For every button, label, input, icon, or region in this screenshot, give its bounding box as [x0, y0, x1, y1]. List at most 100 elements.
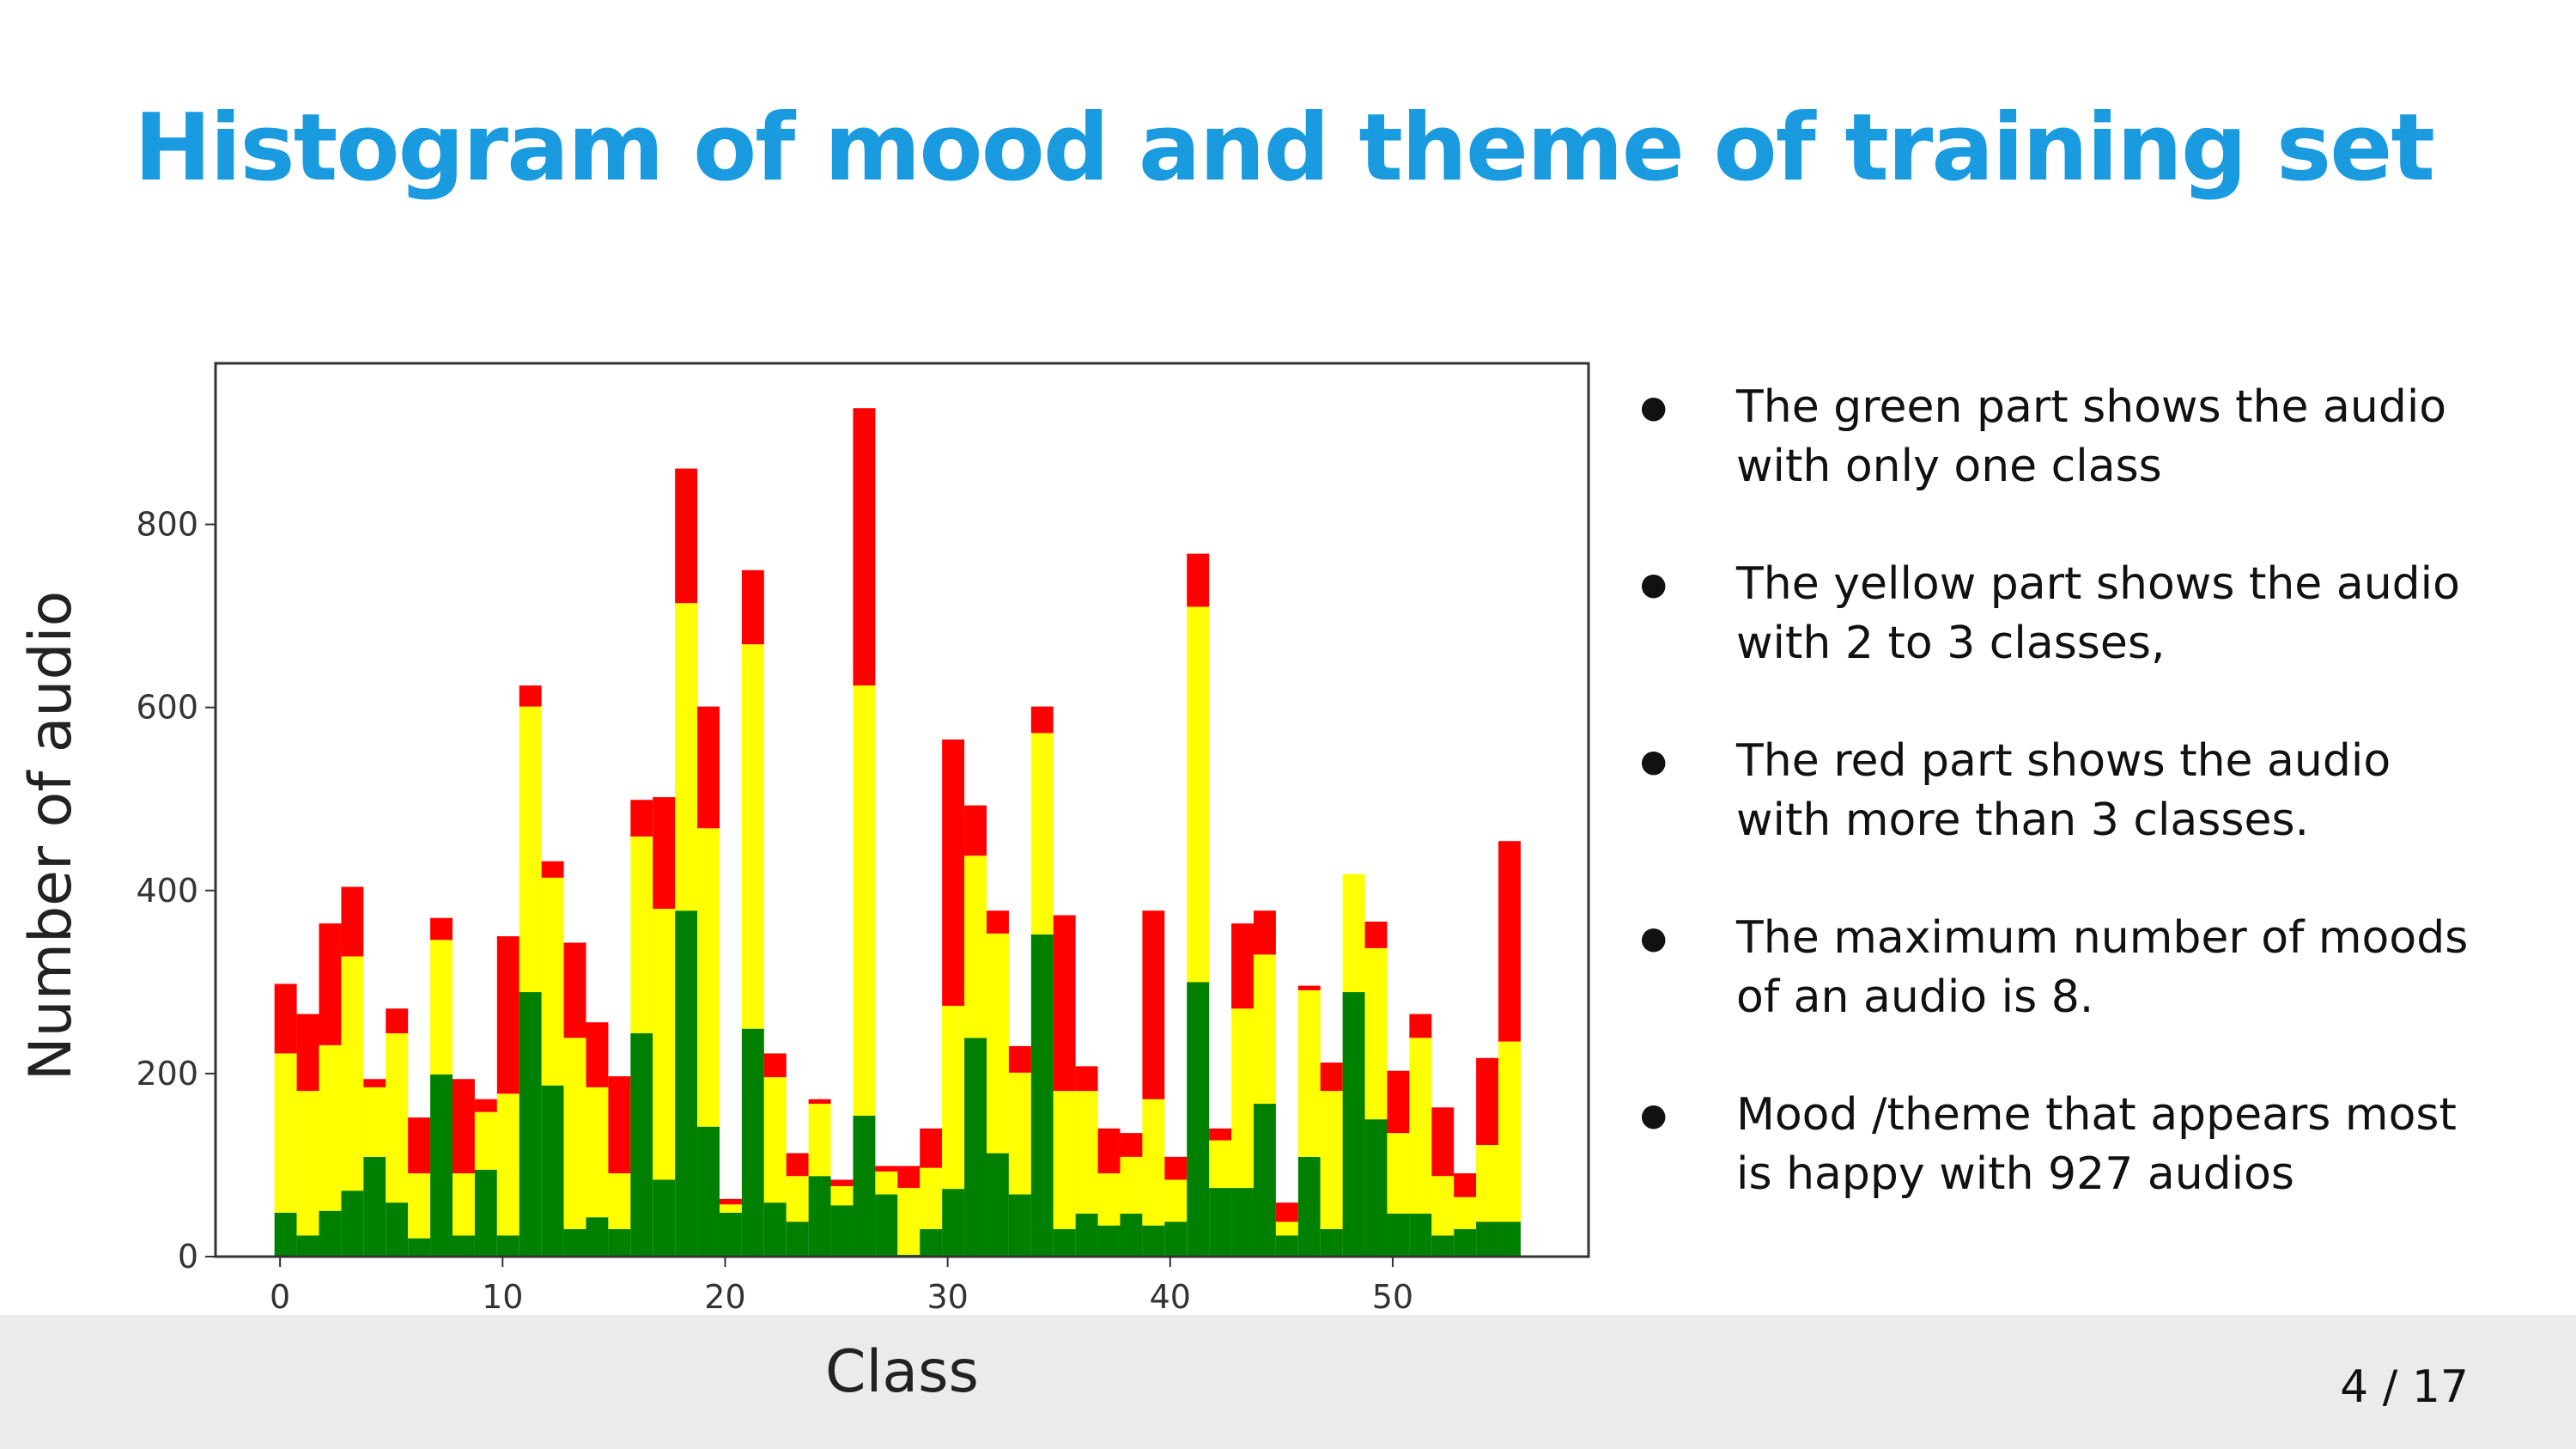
y-tick-label: 400: [136, 872, 198, 910]
bar-segment: [341, 886, 364, 957]
bar-segment: [1253, 910, 1276, 955]
bar-segment: [430, 940, 453, 1075]
bar-segment: [541, 877, 564, 1086]
bar-segment: [586, 1217, 609, 1257]
bar-segment: [1431, 1107, 1455, 1177]
bar-segment: [1008, 1045, 1031, 1073]
bar-segment: [296, 1014, 319, 1092]
bar-segment: [942, 1006, 965, 1190]
bar-segment: [808, 1099, 831, 1105]
bar-segment: [1387, 1213, 1410, 1257]
bar-segment: [897, 1188, 920, 1255]
bar-segment: [1275, 1221, 1298, 1236]
bar-segment: [363, 1079, 386, 1087]
bar-segment: [1142, 1225, 1165, 1257]
bar-segment: [719, 1212, 742, 1257]
bar-segment: [296, 1235, 319, 1257]
bar-segment: [741, 644, 764, 1029]
bar-segment: [296, 1091, 319, 1236]
bar-segment: [630, 1033, 653, 1257]
bar-segment: [853, 1115, 876, 1257]
bar-segment: [942, 1189, 965, 1257]
bar-segment: [675, 603, 698, 911]
bar-segment: [1008, 1194, 1031, 1257]
bar-segment: [1209, 1188, 1232, 1257]
bar-segment: [741, 1028, 764, 1257]
bar-segment: [630, 836, 653, 1033]
bar-segment: [1164, 1179, 1188, 1222]
bar-segment: [1409, 1213, 1432, 1257]
bar-segment: [697, 1126, 720, 1257]
bar-segment: [697, 828, 720, 1127]
y-axis-label: Number of audio: [17, 591, 85, 1081]
bar-segment: [1030, 706, 1054, 734]
bar-segment: [453, 1173, 475, 1236]
bar-segment: [274, 1212, 297, 1257]
bar-segment: [1053, 915, 1076, 1092]
bar-segment: [1030, 733, 1054, 935]
bar-segment: [1209, 1140, 1232, 1189]
bar-segment: [1297, 985, 1321, 990]
bar-segment: [519, 992, 542, 1257]
bar-segment: [786, 1153, 809, 1177]
bar-segment: [1142, 1099, 1165, 1226]
bar-segment: [363, 1156, 386, 1257]
bar-segment: [1231, 923, 1254, 1009]
bar-segment: [1231, 1008, 1254, 1189]
bar-segment: [630, 800, 653, 837]
bar-segment: [474, 1169, 497, 1257]
y-tick-label: 800: [136, 506, 198, 544]
x-axis-label: Class: [825, 1338, 979, 1406]
bar-segment: [1008, 1072, 1031, 1195]
bar-segment: [1253, 1104, 1276, 1257]
bar-segment: [1431, 1176, 1455, 1236]
bar-segment: [786, 1221, 809, 1257]
bar-segment: [1120, 1133, 1143, 1157]
bar-segment: [1097, 1173, 1121, 1226]
bar-segment: [808, 1176, 831, 1257]
bar-segment: [1164, 1221, 1188, 1257]
slide-title: Histogram of mood and theme of training …: [134, 94, 2435, 202]
bar-segment: [986, 933, 1009, 1154]
bar-segment: [653, 909, 676, 1180]
bar-segment: [1187, 553, 1210, 607]
bar-segment: [474, 1111, 497, 1170]
bar-segment: [608, 1076, 631, 1174]
bar-segment: [1476, 1145, 1499, 1222]
bar-segment: [763, 1077, 787, 1203]
bar-segment: [519, 706, 542, 993]
bar-segment: [386, 1033, 409, 1203]
bar-segment: [697, 706, 720, 829]
bullet: Mood /theme that appears most is happy w…: [1640, 1086, 2499, 1204]
bullet: The maximum number of moods of an audio …: [1640, 909, 2499, 1027]
bar-segment: [496, 936, 519, 1094]
bar-segment: [474, 1099, 497, 1112]
bar-segment: [319, 1210, 342, 1257]
bar-segment: [1120, 1213, 1143, 1257]
bar-segment: [408, 1238, 431, 1257]
footer-band: [0, 1315, 2576, 1449]
bar-segment: [430, 917, 453, 941]
bar-segment: [942, 739, 965, 1007]
bar-segment: [563, 942, 586, 1038]
bar-segment: [1454, 1229, 1477, 1257]
bar-segment: [986, 910, 1009, 934]
bar-segment: [1075, 1213, 1098, 1257]
bar-segment: [875, 1166, 898, 1172]
bar-segment: [675, 910, 698, 1257]
bar-segment: [496, 1235, 519, 1257]
bar-segment: [1387, 1070, 1410, 1134]
y-tick-label: 0: [178, 1238, 198, 1275]
bar-segment: [964, 805, 987, 856]
bar-segment: [875, 1194, 898, 1257]
bar-segment: [763, 1053, 787, 1078]
bar-segment: [675, 468, 698, 604]
bar-segment: [1275, 1202, 1298, 1222]
bar-segment: [853, 408, 876, 686]
bar-segment: [830, 1205, 854, 1257]
bullet: The yellow part shows the audio with 2 t…: [1640, 555, 2499, 673]
bar-segment: [1053, 1229, 1076, 1257]
bar-segment: [1253, 954, 1276, 1105]
bar-segment: [1364, 947, 1388, 1120]
bar-segment: [1097, 1225, 1121, 1257]
